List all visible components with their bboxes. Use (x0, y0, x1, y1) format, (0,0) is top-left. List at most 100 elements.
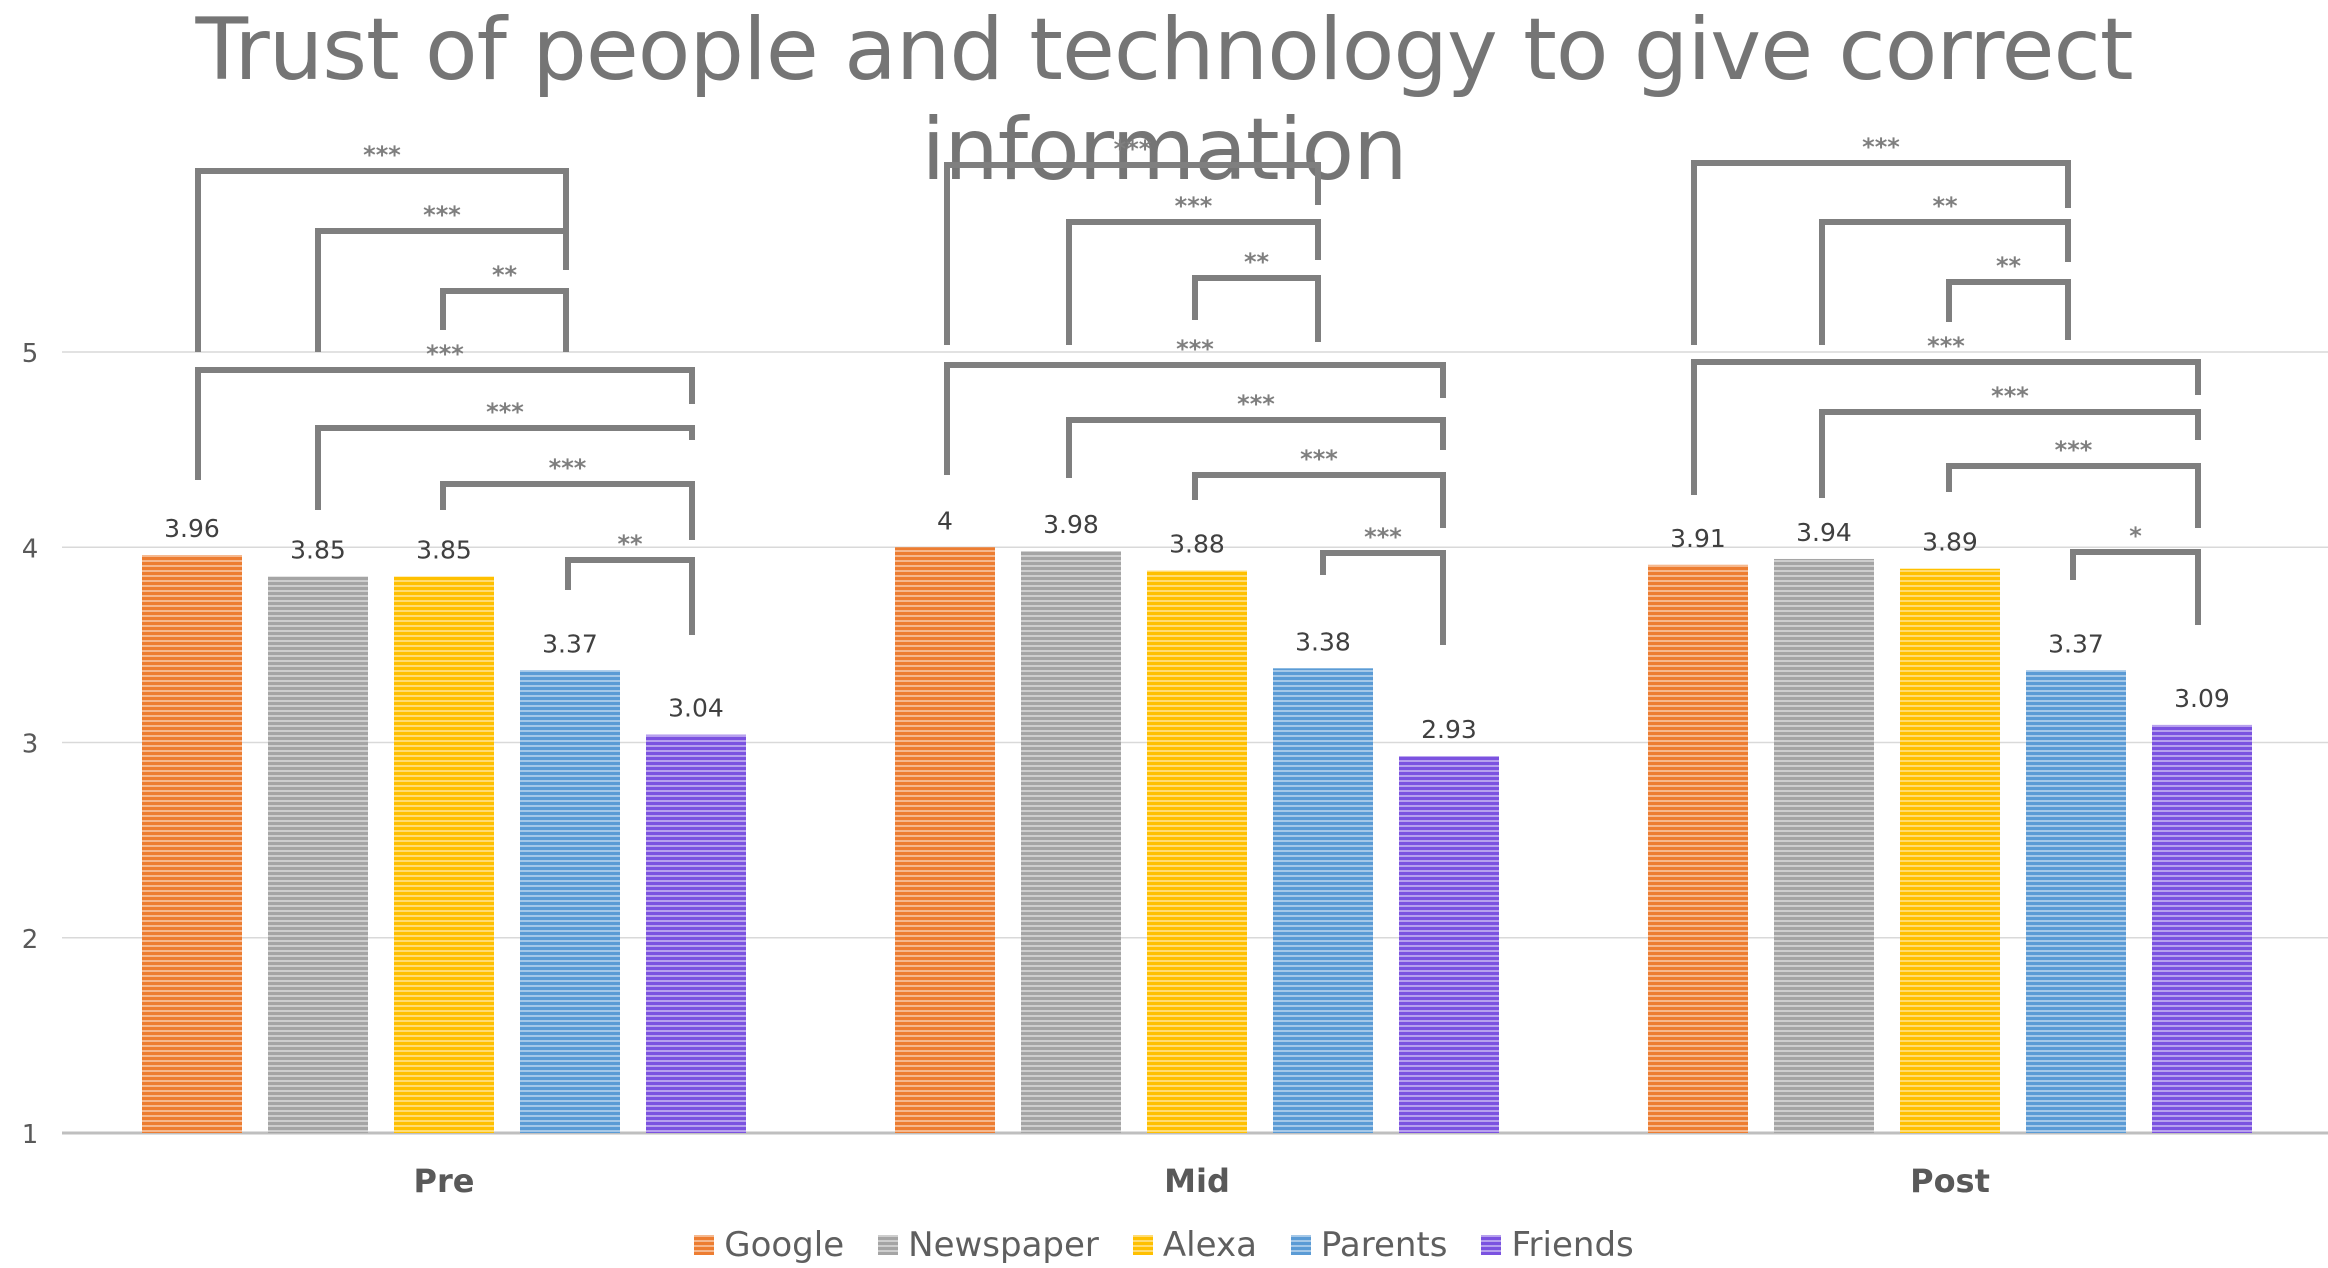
legend-label: Newspaper (908, 1225, 1099, 1265)
significance-bracket: *** (1066, 192, 1321, 345)
bracket-line (315, 425, 695, 510)
bracket-line (440, 288, 569, 352)
significance-label: ** (492, 261, 518, 289)
legend-label: Parents (1320, 1225, 1448, 1265)
significance-label: *** (1927, 332, 1965, 360)
y-tick-label: 1 (22, 1120, 39, 1150)
legend-label: Alexa (1162, 1225, 1257, 1265)
legend-swatch (694, 1235, 715, 1255)
bracket-line (195, 168, 569, 352)
significance-bracket: *** (1819, 382, 2201, 498)
data-label: 3.88 (1169, 530, 1225, 559)
significance-label: *** (426, 340, 464, 368)
bar-stripes (1399, 756, 1499, 1133)
data-label: 3.38 (1295, 627, 1351, 656)
bar-stripes (268, 576, 368, 1133)
data-label: 3.85 (416, 536, 472, 565)
significance-label: *** (2055, 436, 2093, 464)
significance-bracket: *** (440, 454, 695, 540)
significance-label: * (2129, 522, 2142, 550)
bar-newspaper-pre (268, 576, 368, 1133)
legend: Google Newspaper Alexa Parents Friends (0, 1222, 2328, 1268)
x-axis-categories: Pre Mid Post (414, 1162, 1990, 1200)
bracket-line (195, 367, 695, 480)
significance-bracket: *** (1691, 133, 2071, 345)
bracket-line (944, 162, 1321, 345)
data-label: 3.04 (668, 694, 724, 723)
data-label: 3.94 (1796, 518, 1852, 547)
data-label: 3.37 (2048, 629, 2104, 658)
legend-item-friends: Friends (1481, 1225, 1634, 1265)
data-label: 3.96 (164, 514, 220, 543)
significance-label: *** (423, 201, 461, 229)
significance-label: ** (617, 530, 643, 558)
bar-alexa-post (1900, 568, 2000, 1133)
bar-google-mid (895, 547, 995, 1133)
legend-swatch (1481, 1235, 1502, 1255)
significance-label: *** (1300, 445, 1338, 473)
y-tick-label: 2 (22, 925, 39, 955)
legend-item-google: Google (694, 1225, 844, 1265)
bar-stripes (1273, 668, 1373, 1133)
bar-parents-post (2026, 670, 2126, 1133)
x-category-label: Post (1910, 1162, 1990, 1200)
bar-parents-mid (1273, 668, 1373, 1133)
bar-newspaper-post (1774, 558, 1874, 1133)
bar-stripes (394, 576, 494, 1133)
legend-label: Google (724, 1225, 845, 1265)
bar-stripes (142, 555, 242, 1133)
significance-bracket: ** (1946, 252, 2071, 340)
significance-bracket: ** (1819, 192, 2071, 345)
bracket-line (315, 228, 569, 352)
significance-label: *** (1862, 133, 1900, 161)
significance-bracket: *** (195, 340, 695, 480)
bar-stripes (520, 670, 620, 1133)
significance-bracket: *** (1066, 390, 1446, 478)
chart-title: Trust of people and technology to give c… (195, 0, 2133, 200)
bracket-line (944, 362, 1446, 475)
x-category-label: Pre (414, 1162, 475, 1200)
significance-label: ** (1932, 192, 1958, 220)
significance-bracket: *** (1320, 523, 1446, 645)
bracket-line (1691, 359, 2201, 495)
bracket-line (1946, 463, 2201, 528)
x-category-label: Mid (1164, 1162, 1230, 1200)
bracket-line (1192, 472, 1446, 528)
bracket-line (1192, 275, 1321, 342)
significance-bracket: *** (944, 335, 1446, 475)
significance-bracket: ** (565, 530, 695, 635)
bars (142, 547, 2252, 1133)
bar-stripes (895, 547, 995, 1133)
data-label: 2.93 (1421, 715, 1477, 744)
bar-stripes (1147, 570, 1247, 1133)
legend-label: Friends (1511, 1225, 1634, 1265)
legend-item-parents: Parents (1290, 1225, 1448, 1265)
significance-bracket: *** (944, 135, 1321, 345)
significance-label: *** (486, 398, 524, 426)
bar-stripes (1648, 564, 1748, 1133)
data-label: 3.98 (1043, 510, 1099, 539)
significance-bracket: *** (1691, 332, 2201, 495)
y-axis-ticks: 1 2 3 4 5 (22, 339, 39, 1150)
significance-label: *** (1176, 335, 1214, 363)
significance-label: *** (1364, 523, 1402, 551)
bar-parents-pre (520, 670, 620, 1133)
legend-item-alexa: Alexa (1132, 1225, 1257, 1265)
bracket-line (1819, 219, 2071, 345)
significance-bracket: *** (315, 398, 695, 510)
bar-alexa-pre (394, 576, 494, 1133)
significance-bracket: * (2070, 522, 2201, 625)
significance-label: ** (1244, 248, 1270, 276)
bracket-line (1691, 160, 2071, 345)
bar-friends-post (2152, 724, 2252, 1133)
bracket-line (565, 557, 695, 635)
significance-brackets: ****************************************… (195, 133, 2201, 645)
y-tick-label: 5 (22, 339, 39, 369)
bar-friends-mid (1399, 756, 1499, 1133)
bar-stripes (2026, 670, 2126, 1133)
legend-swatch (878, 1235, 899, 1255)
bar-alexa-mid (1147, 570, 1247, 1133)
bracket-line (440, 481, 695, 540)
bar-stripes (2152, 724, 2252, 1133)
